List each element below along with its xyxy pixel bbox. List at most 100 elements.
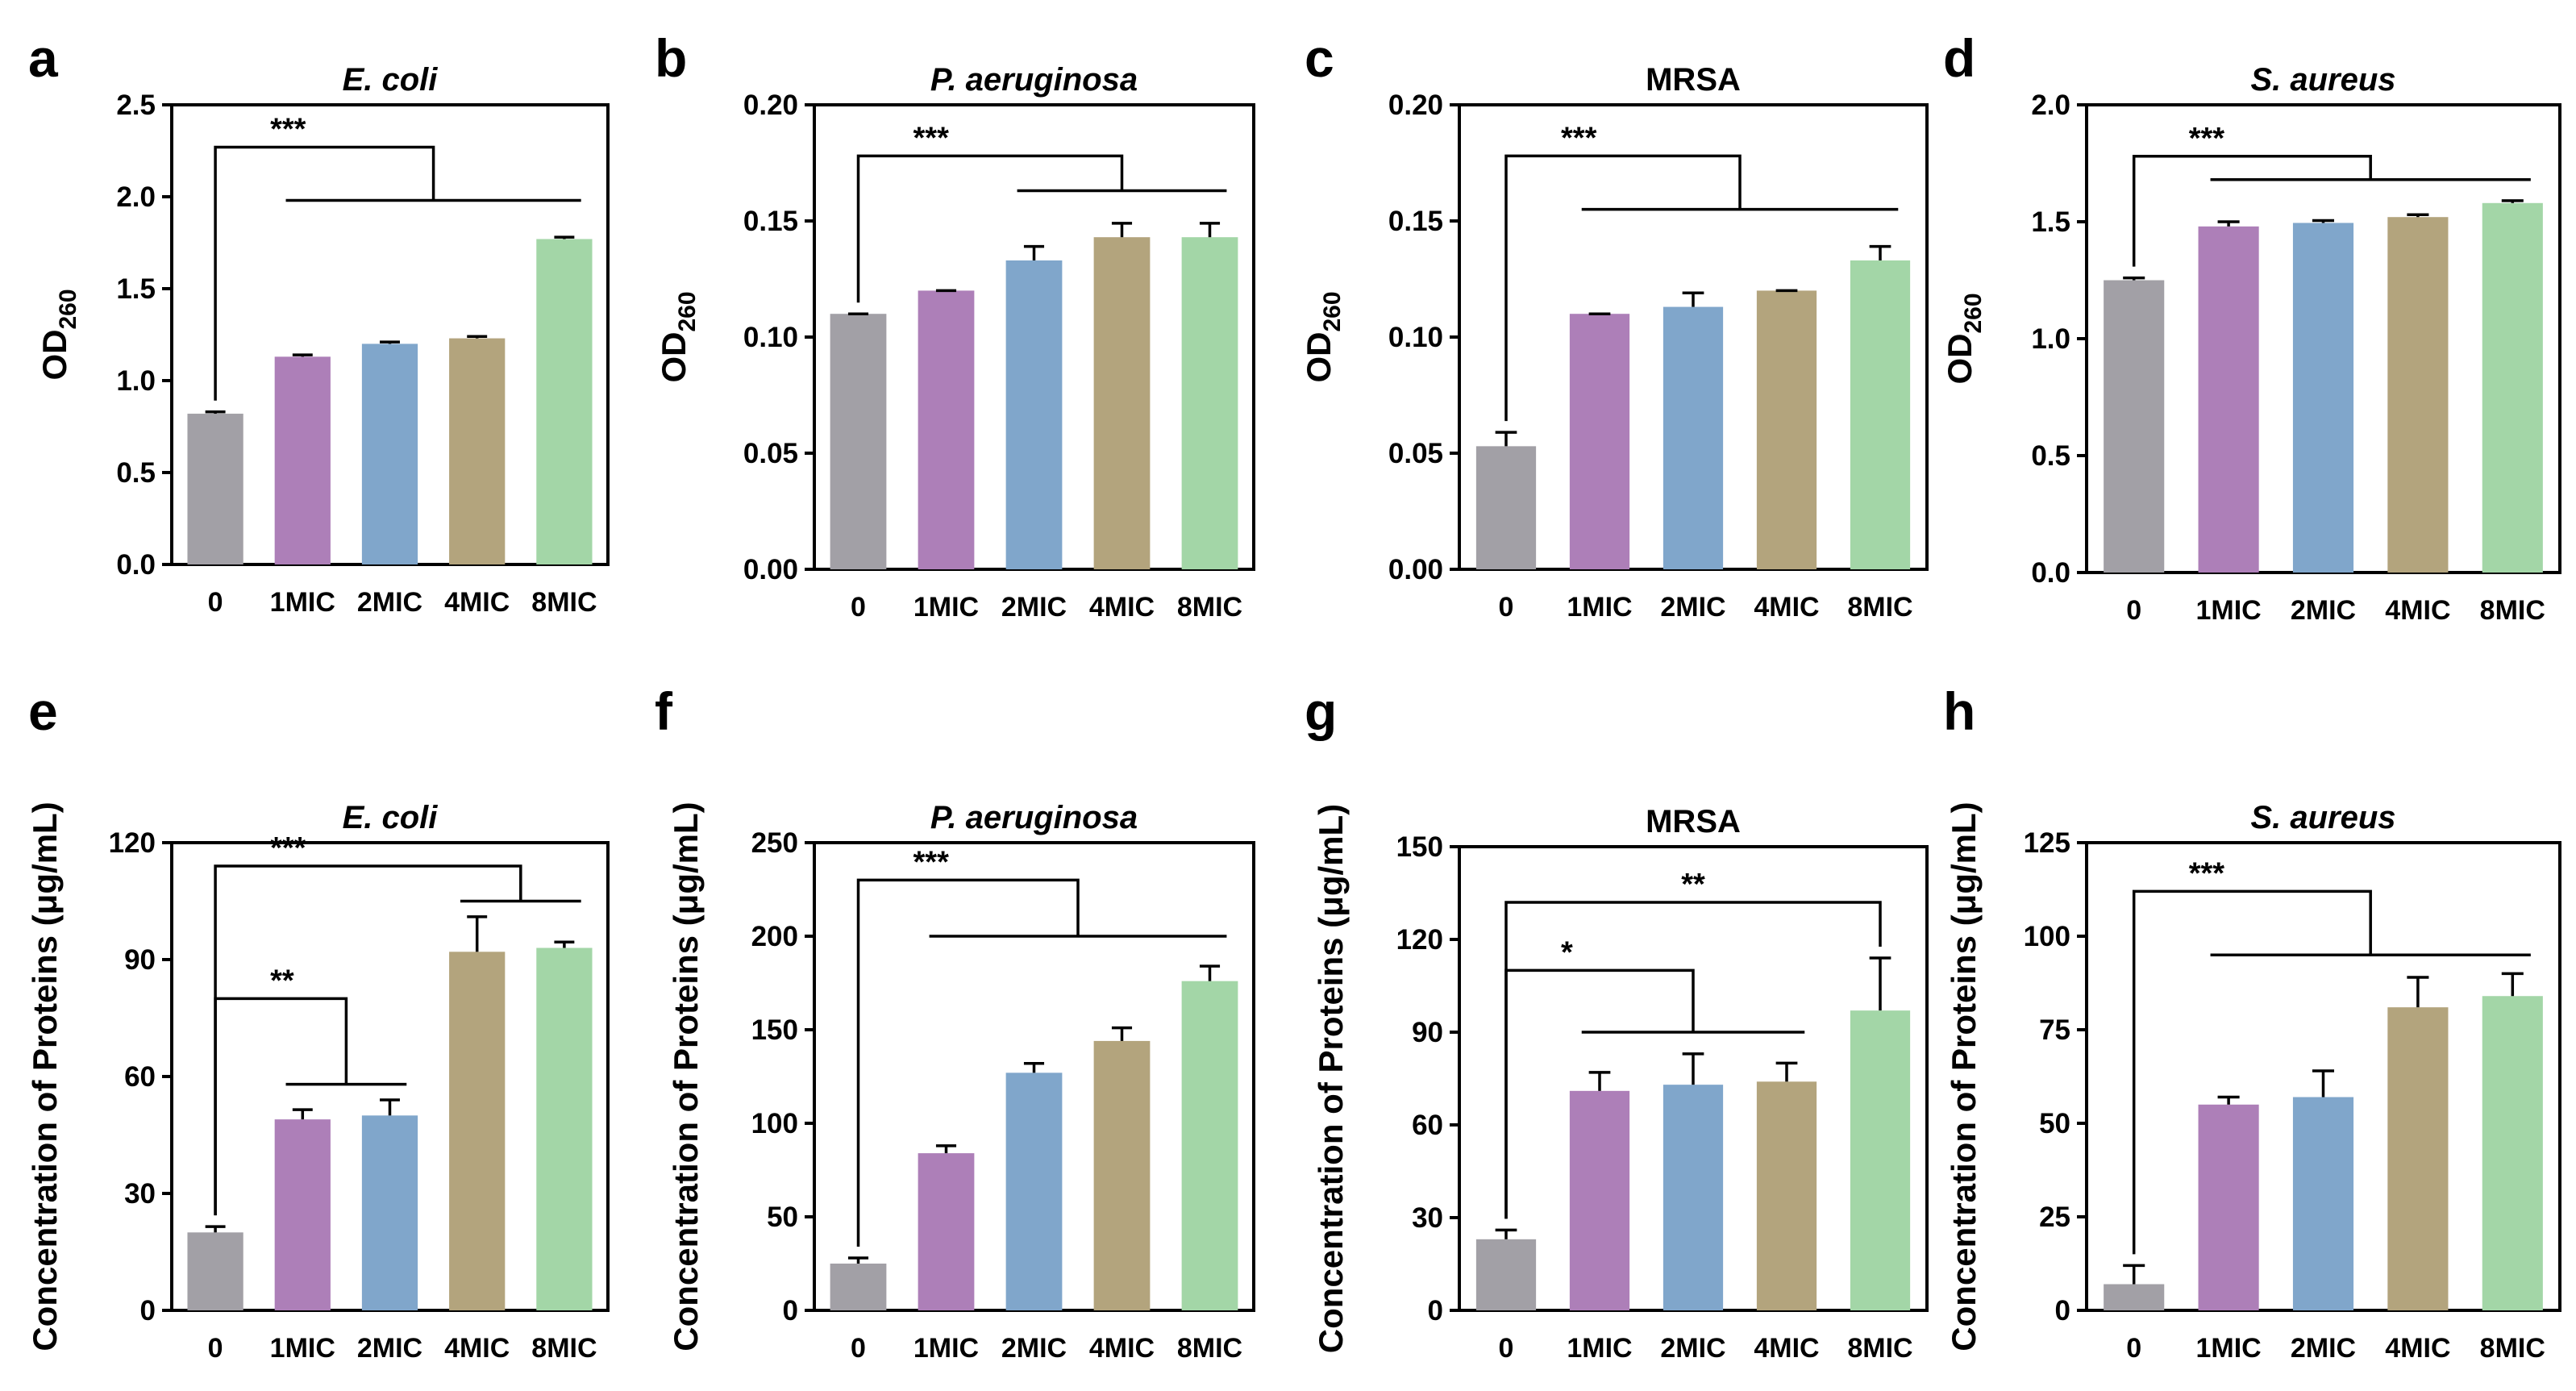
panel-e-bar-8MIC [536,947,593,1310]
panel-h-xtick-label: 1MIC [2195,1333,2261,1364]
panel-d-ytick-label: 1.5 [2031,206,2070,238]
panel-c-ytick-label: 0.10 [1388,322,1443,353]
panel-f-sig-bracket [856,878,1080,1247]
panel-f-ytick-label: 50 [767,1202,798,1233]
panel-a-ytick-label: 2.5 [116,90,156,121]
panel-e-bar-1MIC [274,1119,331,1310]
panel-d-xtick-label: 1MIC [2195,595,2261,626]
panel-a-sig-bracket [214,145,435,401]
panel-c-ytick-label: 0.20 [1388,90,1443,121]
panel-g-xtick-label: 0 [1499,1333,1514,1364]
panel-c-bar-2MIC [1663,306,1724,569]
panel-b-ytick-label: 0.10 [743,322,798,353]
panel-a-xtick-label: 1MIC [270,587,335,618]
panel-c-xtick-label: 4MIC [1754,592,1819,623]
panel-d-bar-0 [2104,280,2165,573]
panel-g-bar-1MIC [1569,1090,1630,1310]
panel-b-bar-1MIC [918,290,975,569]
panel-e-xtick-label: 8MIC [531,1333,597,1364]
panel-d-sig-bracket [2132,155,2372,267]
panel-c-ytick-label: 0.15 [1388,206,1443,237]
panel-a-axes-frame [170,103,610,566]
panel-h-xtick-label: 2MIC [2291,1333,2356,1364]
panel-f-ytick-label: 200 [751,921,798,952]
panel-f-xtick-label: 4MIC [1089,1333,1155,1364]
panel-g-letter: g [1305,681,1337,741]
panel-g-ytick-label: 60 [1412,1110,1443,1141]
panel-a-bar-4MIC [449,338,506,564]
panel-b-xtick-label: 4MIC [1089,592,1155,623]
panel-f-ytick-label: 250 [751,827,798,859]
panel-h-ytick-label: 100 [2024,921,2070,952]
panel-c-sig-bracket [1504,154,1742,422]
panel-b-bar-0 [830,314,887,569]
panel-d-xtick-label: 0 [2126,595,2141,626]
panel-h-xtick-label: 4MIC [2385,1333,2450,1364]
panel-a-ytick-label: 1.0 [116,365,156,397]
panel-e-ytick-label: 60 [124,1061,156,1093]
panel-b-axes-frame [813,103,1255,571]
panel-a-title: E. coli [343,62,439,98]
panel-c-ytick-label: 0.05 [1388,438,1443,469]
panel-b-xtick-label: 0 [851,592,866,623]
panel-h-xtick-label: 0 [2126,1333,2141,1364]
panel-f-letter: f [655,681,673,741]
panel-d-xtick-label: 2MIC [2291,595,2356,626]
panel-f-ytick-label: 0 [783,1295,798,1326]
panel-g-bar-2MIC [1663,1085,1724,1310]
panel-f-xtick-label: 8MIC [1177,1333,1242,1364]
panel-a-bar-1MIC [274,356,331,564]
panel-f-xtick-label: 0 [851,1333,866,1364]
panel-g-ytick-label: 0 [1428,1295,1443,1326]
panel-b-xtick-label: 8MIC [1177,592,1242,623]
panel-a-bar-8MIC [536,239,593,564]
panel-a-xtick-label: 8MIC [531,587,597,618]
panel-b-ylabel: OD260 [655,291,701,382]
panel-e-xtick-label: 4MIC [444,1333,510,1364]
panel-a-xtick-label: 2MIC [357,587,422,618]
panel-f-sig-label: *** [913,845,950,879]
panel-c-bar-8MIC [1850,260,1911,569]
panel-b-letter: b [655,28,687,88]
panel-b-bar-2MIC [1005,260,1063,569]
panel-f-axes-frame [813,841,1255,1312]
panel-f-xtick-label: 1MIC [913,1333,979,1364]
panel-d-letter: d [1943,28,1975,88]
panel-a-xtick-label: 4MIC [444,587,510,618]
panel-c-xtick-label: 1MIC [1567,592,1632,623]
panel-g-ytick-label: 150 [1396,831,1443,863]
panel-h-bar-1MIC [2198,1104,2259,1310]
panel-h-sig-label: *** [2189,856,2225,890]
panel-g-ytick-label: 90 [1412,1017,1443,1048]
panel-h-axes-frame [2085,841,2561,1312]
panel-d-bar-8MIC [2482,202,2543,573]
panel-f-bar-8MIC [1181,981,1238,1310]
panel-g-sig-label: ** [1681,868,1705,902]
panel-f-bar-2MIC [1005,1072,1063,1310]
panel-b-xtick-label: 2MIC [1001,592,1067,623]
panel-e-xtick-label: 0 [208,1333,223,1364]
panel-c-axes-frame [1458,103,1929,571]
panel-d-title: S. aureus [2250,62,2395,98]
panel-h-bar-0 [2104,1284,2165,1310]
panel-a-ytick-label: 2.0 [116,181,156,213]
panel-g-bar-4MIC [1756,1081,1817,1310]
panel-h-letter: h [1943,681,1975,741]
panel-e-ytick-label: 120 [109,827,156,859]
panel-e-xtick-label: 1MIC [270,1333,335,1364]
panel-e-ytick-label: 0 [140,1295,156,1326]
panel-d-axes-frame [2085,103,2561,574]
panel-a-ylabel: OD260 [35,289,81,380]
panel-b-bar-8MIC [1181,237,1238,569]
panel-c-sig-label: *** [1561,121,1597,155]
panel-c-ylabel: OD260 [1300,291,1346,382]
panel-a-ytick-label: 0.0 [116,549,156,581]
panel-d-bar-4MIC [2387,217,2449,573]
panel-h-title: S. aureus [2250,800,2395,835]
panel-d-ytick-label: 1.0 [2031,323,2070,355]
panel-c-xtick-label: 0 [1499,592,1514,623]
panel-f-title: P. aeruginosa [930,800,1138,835]
panel-b-bar-4MIC [1093,237,1151,569]
panel-d-ytick-label: 2.0 [2031,90,2070,121]
